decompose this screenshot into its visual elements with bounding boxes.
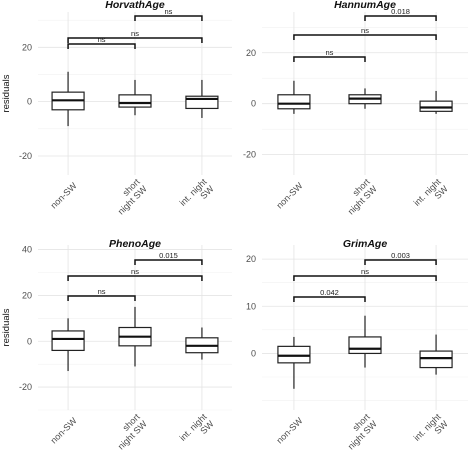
panel-hannumage: HannumAge -20 0 20 ns ns 0.018 non-SW shortnight…: [243, 0, 468, 217]
significance-bracket: [134, 259, 203, 265]
panel-horvathage: HorvathAge -20 0 20 residuals ns ns ns non-SW sho…: [1, 0, 232, 217]
y-tick-label: 20: [246, 254, 256, 264]
significance-label: ns: [98, 287, 106, 296]
y-tick-label: 0: [27, 97, 32, 107]
significance-bracket: [293, 296, 366, 302]
y-axis-label: residuals: [1, 74, 12, 112]
panel-title: PhenoAge: [109, 238, 161, 250]
significance-bracket: [67, 37, 203, 43]
significance-bracket: [67, 275, 203, 281]
x-tick-line: non-SW: [274, 415, 304, 445]
y-tick-label: 10: [246, 301, 256, 311]
box-short-night-sw: [118, 94, 152, 108]
x-tick-label: int. nightSW: [178, 176, 216, 214]
significance-bracket: [364, 259, 437, 265]
y-tick-label: 20: [22, 42, 32, 52]
x-tick-label: shortnight SW: [109, 176, 149, 216]
x-tick-label: int. nightSW: [412, 411, 450, 449]
x-tick-line: non-SW: [274, 180, 304, 210]
panel-phenoage: PhenoAge -20 0 20 40 residuals ns ns 0.015 non-SW…: [1, 238, 232, 452]
significance-bracket: [293, 275, 437, 281]
y-tick-label: 20: [22, 290, 32, 300]
panel-grimage: GrimAge 0 10 20 0.042 ns 0.003 non-SW shortnight…: [246, 238, 468, 452]
box-int-night-sw: [419, 100, 453, 112]
box-short-night-sw: [348, 336, 382, 355]
y-tick-label: 40: [22, 245, 32, 255]
x-tick-label: non-SW: [49, 180, 79, 210]
x-tick-label: int. nightSW: [178, 411, 216, 449]
y-axis-label: residuals: [1, 308, 12, 346]
significance-bracket: [67, 295, 136, 301]
significance-label: ns: [98, 35, 106, 44]
panel-title: GrimAge: [343, 238, 388, 250]
significance-label: ns: [131, 267, 139, 276]
significance-label: 0.018: [391, 7, 410, 16]
significance-bracket: [293, 34, 437, 40]
x-tick-label: non-SW: [49, 415, 79, 445]
significance-label: ns: [165, 7, 173, 16]
significance-label: ns: [131, 29, 139, 38]
y-tick-label: 0: [251, 99, 256, 109]
x-tick-label: shortnight SW: [339, 411, 379, 451]
x-tick-label: shortnight SW: [339, 176, 379, 216]
y-tick-label: 20: [246, 48, 256, 58]
box-int-night-sw: [419, 350, 453, 369]
significance-bracket: [67, 43, 136, 49]
significance-label: ns: [361, 267, 369, 276]
box-non-sw: [277, 94, 311, 110]
y-tick-label: 0: [27, 336, 32, 346]
box-non-sw: [277, 345, 311, 364]
significance-bracket: [293, 56, 366, 62]
y-tick-label: -20: [19, 151, 32, 161]
x-tick-label: non-SW: [274, 415, 304, 445]
significance-label: 0.003: [391, 251, 410, 260]
box-non-sw: [51, 330, 85, 352]
y-tick-label: 0: [251, 348, 256, 358]
x-tick-label: shortnight SW: [109, 411, 149, 451]
y-tick-label: -20: [243, 150, 256, 160]
significance-label: 0.015: [159, 251, 178, 260]
panel-title: HorvathAge: [105, 0, 165, 11]
significance-label: ns: [361, 26, 369, 35]
significance-label: ns: [326, 48, 334, 57]
x-tick-label: int. nightSW: [412, 176, 450, 214]
y-tick-label: -20: [19, 382, 32, 392]
significance-bracket: [364, 15, 437, 21]
significance-label: 0.042: [320, 288, 339, 297]
x-tick-label: non-SW: [274, 180, 304, 210]
significance-bracket: [134, 15, 203, 21]
x-tick-line: non-SW: [49, 180, 79, 210]
x-tick-line: non-SW: [49, 415, 79, 445]
panel-title: HannumAge: [334, 0, 396, 11]
